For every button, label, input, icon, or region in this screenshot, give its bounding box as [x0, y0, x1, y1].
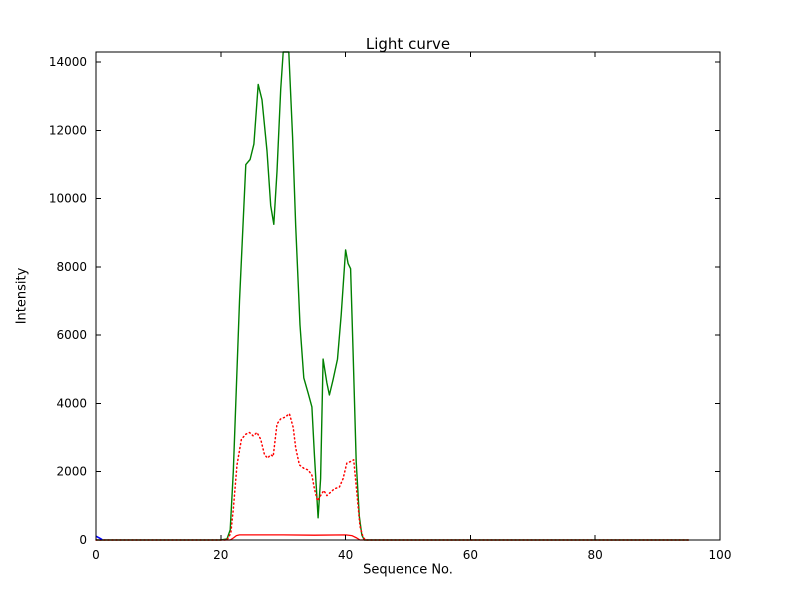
x-tick-label: 60	[463, 548, 478, 562]
series-green-solid-intensity	[96, 51, 689, 541]
x-tick-label: 20	[213, 548, 228, 562]
series-blue-origin-mark	[95, 535, 103, 541]
x-tick-label: 80	[588, 548, 603, 562]
y-axis-label: Intensity	[14, 267, 30, 325]
chart-title: Light curve	[365, 35, 451, 53]
y-tick-label: 12000	[49, 123, 87, 137]
x-tick-label: 0	[92, 548, 100, 562]
y-tick-label: 2000	[56, 465, 87, 479]
y-tick-label: 10000	[49, 192, 87, 206]
series-red-dotted-intensity	[95, 412, 690, 541]
x-axis-label: Sequence No.	[363, 562, 453, 578]
y-tick-label: 6000	[56, 328, 87, 342]
y-tick-label: 8000	[56, 260, 87, 274]
series-red-solid-baseline	[96, 534, 689, 541]
y-tick-label: 4000	[56, 396, 87, 410]
y-tick-label: 14000	[49, 55, 87, 69]
x-tick-label: 100	[709, 548, 732, 562]
x-tick-label: 40	[338, 548, 353, 562]
axes-frame	[95, 51, 721, 541]
y-tick-label: 0	[79, 533, 87, 547]
